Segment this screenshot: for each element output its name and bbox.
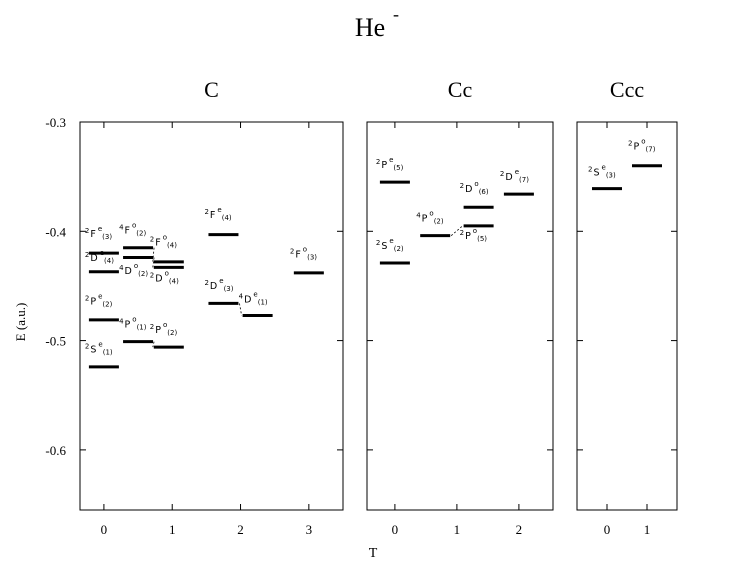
x-tick-label: 1 <box>644 522 651 537</box>
x-tick-label: 2 <box>516 522 523 537</box>
y-tick-label: -0.3 <box>45 115 66 130</box>
level-label: 2S e(2) <box>376 237 404 253</box>
level-label: 2P o(7) <box>628 137 656 153</box>
figure-title: He - <box>355 4 399 42</box>
level-label: 2P o(5) <box>460 227 488 243</box>
x-axis-label: T <box>369 546 378 561</box>
y-axis-label: E (a.u.) <box>13 303 28 342</box>
level-label: 2F o(3) <box>290 246 317 262</box>
level-label: 4D e(1) <box>239 290 268 306</box>
level-link-dotted <box>152 247 155 262</box>
panel-c: C 0 1 2 3 -0.3 -0.4 -0.5 -0.6 2F e(3) 2D e(4) 2P e(2) 2… <box>45 77 344 537</box>
panel-title: Cc <box>448 77 473 102</box>
panel-frame <box>576 121 678 511</box>
level-label: 2P e(2) <box>85 293 113 309</box>
panel-frame <box>79 121 344 511</box>
level-link-dotted <box>152 341 155 348</box>
level-label: 2D e(4) <box>85 249 114 265</box>
x-tick-label: 1 <box>169 522 176 537</box>
level-label: 4F o(2) <box>119 221 146 237</box>
y-tick-label: -0.6 <box>45 443 66 458</box>
panels-group: C 0 1 2 3 -0.3 -0.4 -0.5 -0.6 2F e(3) 2D e(4) 2P e(2) 2… <box>45 77 678 537</box>
level-label: 2D e(7) <box>500 168 529 184</box>
level-label: 2S e(3) <box>588 164 616 180</box>
level-label: 2F e(4) <box>204 206 231 222</box>
x-tick-label: 0 <box>101 522 108 537</box>
panel-title: C <box>204 77 219 102</box>
panel-ccc: Ccc 0 1 2S e(3) 2P o(7) <box>576 77 678 537</box>
x-tick-label: 2 <box>237 522 244 537</box>
level-label: 2D o(6) <box>460 180 489 196</box>
level-label: 2F o(4) <box>150 234 177 250</box>
level-label: 2D o(4) <box>150 270 179 286</box>
level-link-dotted <box>239 303 243 316</box>
x-tick-label: 0 <box>604 522 611 537</box>
level-label: 4D o(2) <box>119 262 148 278</box>
x-tick-label: 0 <box>392 522 399 537</box>
level-link-dotted <box>450 225 463 236</box>
x-tick-label: 3 <box>306 522 313 537</box>
level-label: 2D e(3) <box>204 277 233 293</box>
level-label: 2P e(5) <box>376 156 404 172</box>
y-tick-label: -0.5 <box>45 334 66 349</box>
level-link-dotted <box>152 257 155 268</box>
level-label: 4P o(1) <box>119 315 147 331</box>
level-label: 2P o(2) <box>150 321 178 337</box>
figure-title-text: He <box>355 13 385 42</box>
panel-title: Ccc <box>610 77 644 102</box>
panel-frame <box>366 121 554 511</box>
x-tick-label: 1 <box>454 522 461 537</box>
figure-title-superscript: - <box>393 4 399 24</box>
y-tick-label: -0.4 <box>45 224 66 239</box>
panel-cc: Cc 0 1 2 2P e(5) 2S e(2) 4P o(2) 2D o(6) 2P o(5) 2D e(7… <box>366 77 554 537</box>
level-label: 4P o(2) <box>416 209 444 225</box>
level-label: 2S e(1) <box>85 341 113 357</box>
level-label: 2F e(3) <box>85 225 112 241</box>
